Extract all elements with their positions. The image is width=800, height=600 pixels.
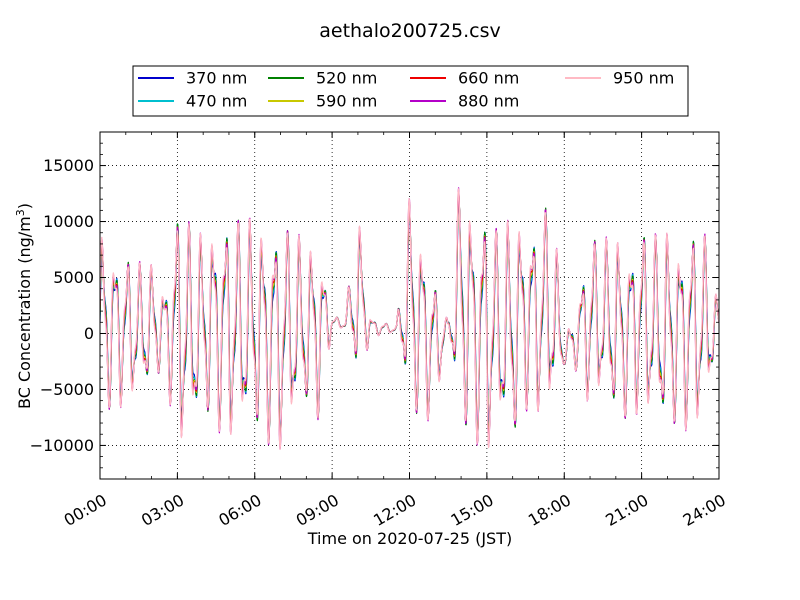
x-tick-label: 09:00 [293,490,342,530]
y-tick-label: −5000 [40,380,94,399]
legend-label: 660 nm [458,69,519,88]
x-tick-label: 24:00 [680,490,729,530]
y-tick-label: 0 [84,324,94,343]
y-axis-label-superscript: 3 [14,209,27,216]
x-tick-label: 21:00 [602,490,651,530]
x-tick-label: 15:00 [447,490,496,530]
legend-label: 880 nm [458,92,519,111]
legend-label: 950 nm [613,69,674,88]
y-tick-label: 15000 [43,156,94,175]
legend-frame [132,65,689,117]
x-tick-label: 12:00 [370,490,419,530]
ticks: 00:00 03:00 06:00 09:00 12:00 15:00 18:00 21:00… [30,132,729,530]
x-tick-label: 18:00 [525,490,574,530]
chart-title: aethalo200725.csv [319,20,501,42]
legend-label: 370 nm [186,69,247,88]
legend-label: 520 nm [316,69,377,88]
series-layer [100,187,719,450]
x-tick-label: 06:00 [215,490,264,530]
legend: 370 nm 470 nm 520 nm 590 nm 660 nm 880 nm 950 … [132,65,689,117]
y-axis-label-main: BC Concentration (ng/m [15,216,34,409]
grid [100,132,719,479]
legend-label: 590 nm [316,92,377,111]
y-axis-label-end: ) [15,203,34,209]
y-tick-label: 5000 [53,268,94,287]
legend-label: 470 nm [186,92,247,111]
y-axis-label: BC Concentration (ng/m3) [14,203,34,409]
series-line [100,188,719,450]
x-tick-label: 03:00 [138,490,187,530]
y-tick-label: 10000 [43,212,94,231]
y-tick-label: −10000 [30,436,94,455]
x-tick-label: 00:00 [61,490,110,530]
x-axis-label: Time on 2020-07-25 (JST) [307,529,512,548]
